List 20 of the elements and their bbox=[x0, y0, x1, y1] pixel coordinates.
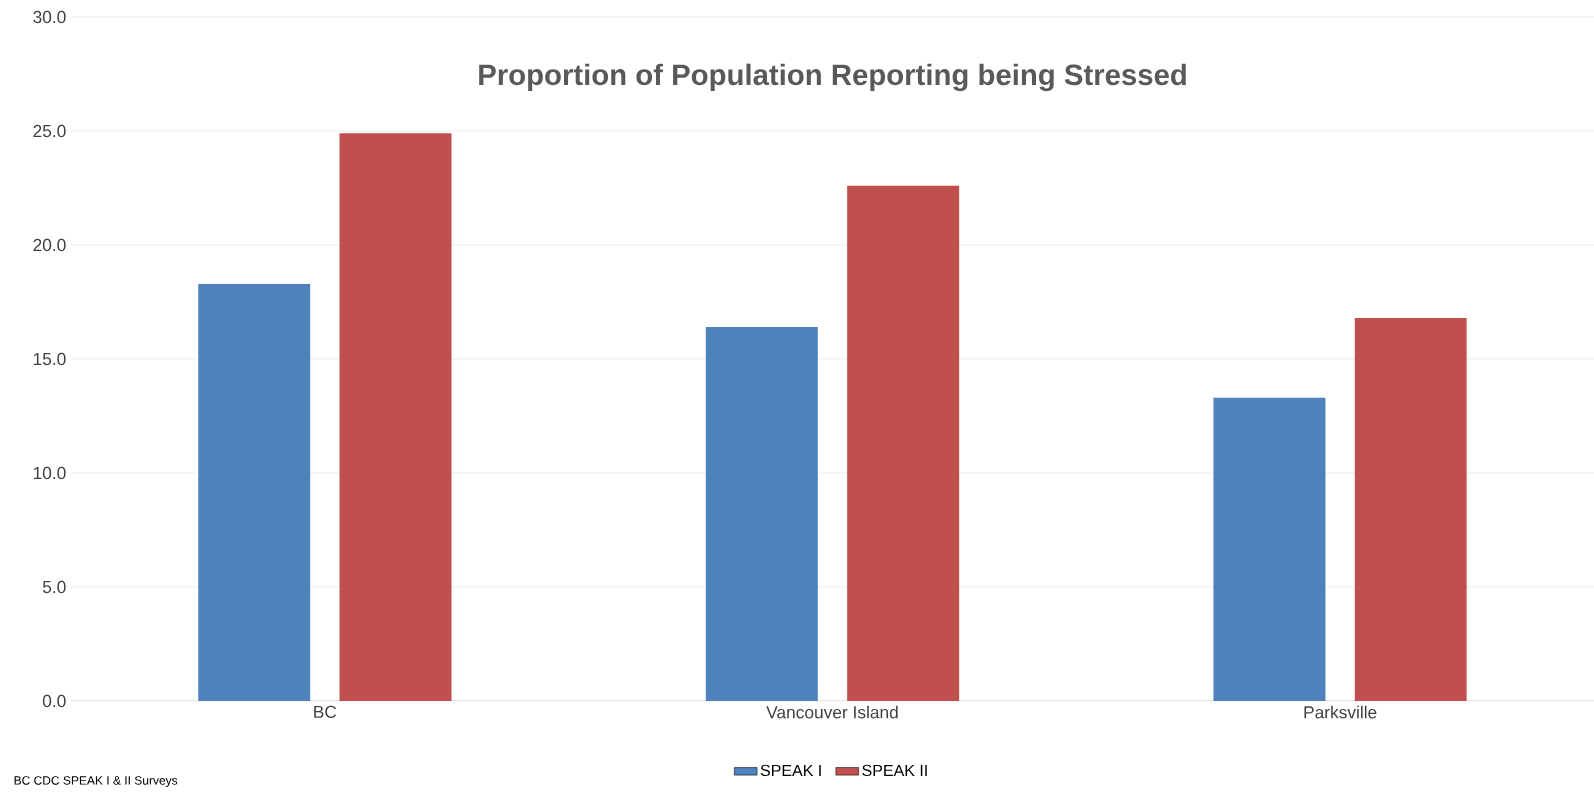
x-tick-label: BC bbox=[314, 705, 337, 718]
bar bbox=[339, 133, 452, 701]
text: Proportion of Population Reporting being Stressed bbox=[479, 63, 1186, 92]
y-tick-label: 25.0 bbox=[33, 124, 66, 138]
legend-label: SPEAK I bbox=[760, 764, 821, 777]
y-tick-label: 15.0 bbox=[33, 352, 66, 366]
y-tick-label: 20.0 bbox=[33, 238, 66, 252]
legend-label: SPEAK II bbox=[862, 764, 927, 777]
bar bbox=[847, 185, 960, 701]
bar bbox=[705, 327, 818, 701]
y-tick-label: 10.0 bbox=[33, 466, 66, 480]
x-tick-label: Vancouver Island bbox=[766, 705, 898, 719]
text: BC CDC SPEAK I & II Surveys bbox=[14, 776, 178, 788]
bar bbox=[1213, 397, 1326, 701]
y-tick-label: 0.0 bbox=[42, 694, 66, 708]
bar bbox=[198, 283, 311, 701]
x-tick-label: Parksville bbox=[1304, 705, 1377, 719]
y-tick-label: 30.0 bbox=[33, 10, 66, 24]
bar bbox=[1354, 317, 1467, 701]
y-tick-label: 5.0 bbox=[42, 580, 66, 594]
